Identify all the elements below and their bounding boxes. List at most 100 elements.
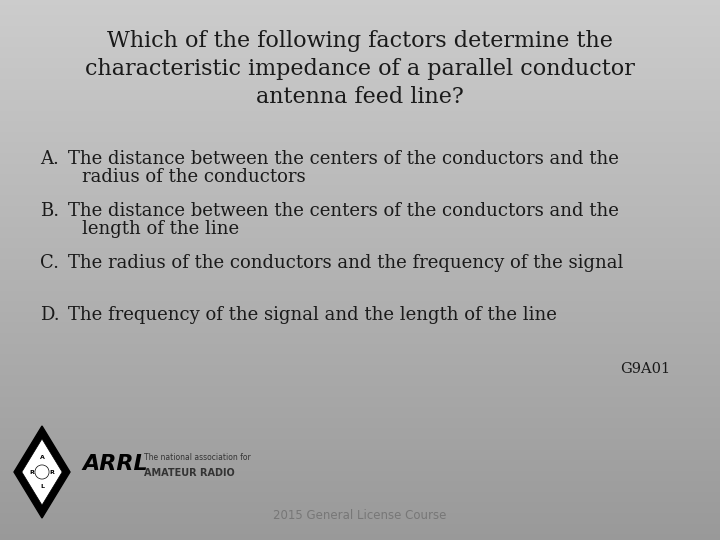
Bar <box>0 63 720 64</box>
Bar <box>0 64 720 65</box>
Bar <box>0 396 720 397</box>
Bar <box>0 0 720 1</box>
Bar <box>0 522 720 523</box>
Bar <box>0 486 720 487</box>
Bar <box>0 308 720 309</box>
Bar <box>0 145 720 146</box>
Polygon shape <box>22 439 62 505</box>
Bar <box>0 368 720 369</box>
Bar <box>0 207 720 208</box>
Bar <box>0 495 720 496</box>
Bar <box>0 220 720 221</box>
Bar <box>0 322 720 323</box>
Bar <box>0 157 720 158</box>
Bar <box>0 285 720 286</box>
Bar <box>0 112 720 113</box>
Bar <box>0 163 720 164</box>
Bar <box>0 299 720 300</box>
Bar <box>0 98 720 99</box>
Bar <box>0 12 720 13</box>
Bar <box>0 375 720 376</box>
Bar <box>0 279 720 280</box>
Bar <box>0 379 720 380</box>
Bar <box>0 453 720 454</box>
Bar <box>0 44 720 45</box>
Bar <box>0 249 720 250</box>
Bar <box>0 165 720 166</box>
Bar <box>0 430 720 431</box>
Bar <box>0 364 720 365</box>
Bar <box>0 194 720 195</box>
Bar <box>0 431 720 432</box>
Bar <box>0 360 720 361</box>
Bar <box>0 426 720 427</box>
Bar <box>0 133 720 134</box>
Bar <box>0 177 720 178</box>
Bar <box>0 180 720 181</box>
Bar <box>0 287 720 288</box>
Bar <box>0 27 720 28</box>
Bar <box>0 162 720 163</box>
Bar <box>0 344 720 345</box>
Bar <box>0 253 720 254</box>
Bar <box>0 89 720 90</box>
Bar <box>0 103 720 104</box>
Bar <box>0 198 720 199</box>
Bar <box>0 131 720 132</box>
Bar <box>0 211 720 212</box>
Bar <box>0 492 720 493</box>
Bar <box>0 421 720 422</box>
Bar <box>0 121 720 122</box>
Bar <box>0 52 720 53</box>
Bar <box>0 397 720 398</box>
Bar <box>0 382 720 383</box>
Bar <box>0 526 720 527</box>
Bar <box>0 228 720 229</box>
Bar <box>0 108 720 109</box>
Bar <box>0 471 720 472</box>
Bar <box>0 365 720 366</box>
Bar <box>0 383 720 384</box>
Bar <box>0 324 720 325</box>
Bar <box>0 518 720 519</box>
Bar <box>0 17 720 18</box>
Bar <box>0 498 720 499</box>
Bar <box>0 402 720 403</box>
Bar <box>0 535 720 536</box>
Bar <box>0 446 720 447</box>
Bar <box>0 84 720 85</box>
Text: The national association for: The national association for <box>144 454 251 462</box>
Bar <box>0 128 720 129</box>
Bar <box>0 455 720 456</box>
Bar <box>0 315 720 316</box>
Bar <box>0 212 720 213</box>
Bar <box>0 60 720 61</box>
Bar <box>0 262 720 263</box>
Bar <box>0 468 720 469</box>
Bar <box>0 29 720 30</box>
Bar <box>0 391 720 392</box>
Bar <box>0 114 720 115</box>
Bar <box>0 347 720 348</box>
Bar <box>0 94 720 95</box>
Bar <box>0 509 720 510</box>
Bar <box>0 76 720 77</box>
Bar <box>0 267 720 268</box>
Bar <box>0 450 720 451</box>
Bar <box>0 353 720 354</box>
Bar <box>0 168 720 169</box>
Bar <box>0 527 720 528</box>
Bar <box>0 156 720 157</box>
Bar <box>0 105 720 106</box>
Bar <box>0 502 720 503</box>
Bar <box>0 100 720 101</box>
Bar <box>0 115 720 116</box>
Bar <box>0 35 720 36</box>
Bar <box>0 377 720 378</box>
Bar <box>0 263 720 264</box>
Bar <box>0 82 720 83</box>
Bar <box>0 467 720 468</box>
Bar <box>0 206 720 207</box>
Bar <box>0 37 720 38</box>
Bar <box>0 473 720 474</box>
